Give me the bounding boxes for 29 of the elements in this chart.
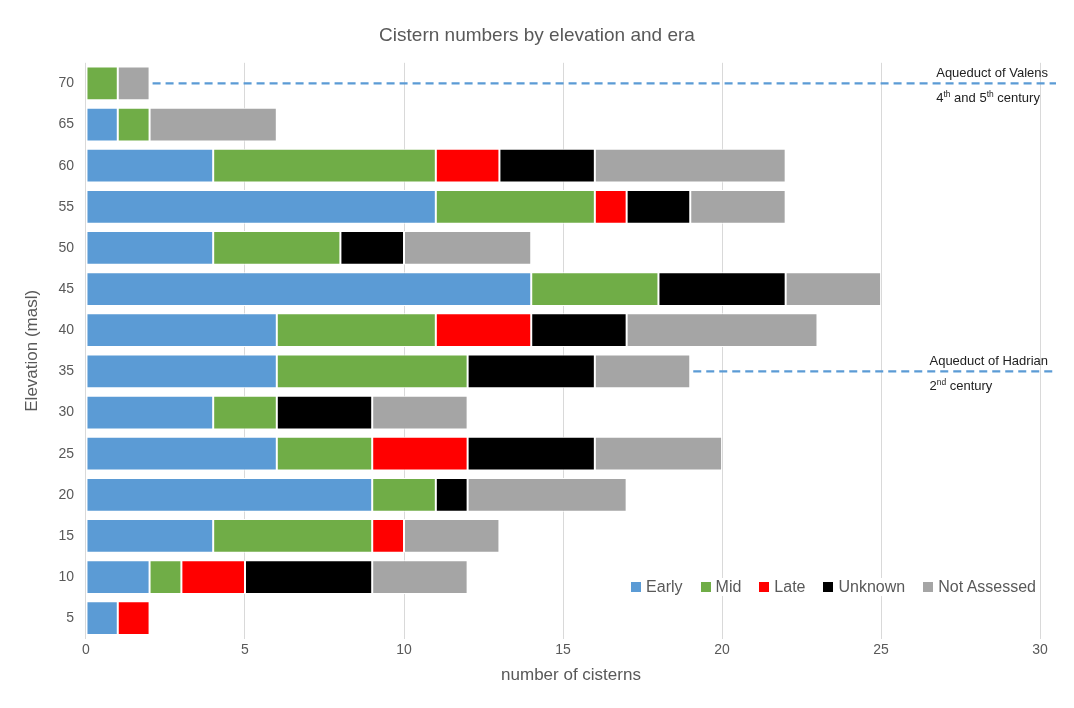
x-tick-label: 20 — [714, 641, 731, 658]
chart-title: Cistern numbers by elevation and era — [379, 23, 696, 45]
x-tick-label: 5 — [241, 641, 250, 658]
y-tick-label: 45 — [58, 279, 75, 296]
x-axis-title: number of cisterns — [501, 665, 641, 685]
y-tick-label: 50 — [58, 238, 75, 255]
y-tick-label: 30 — [58, 403, 75, 420]
x-tick-label: 0 — [82, 641, 91, 658]
x-tick-label: 30 — [1032, 641, 1049, 658]
legend-label: Late — [774, 578, 806, 596]
y-tick-label: 65 — [58, 115, 75, 132]
y-tick-label: 55 — [58, 197, 75, 214]
x-tick-label: 15 — [555, 641, 572, 658]
y-tick-label: 10 — [58, 567, 75, 584]
x-tick-label: 25 — [873, 641, 890, 658]
x-tick-label: 10 — [396, 641, 413, 658]
y-tick-label: 5 — [66, 609, 75, 626]
y-tick-label: 20 — [58, 485, 75, 502]
legend-label: Early — [646, 578, 683, 596]
y-tick-label: 40 — [58, 321, 75, 338]
y-tick-label: 15 — [58, 526, 75, 543]
legend-label: Unknown — [838, 578, 906, 596]
y-tick-label: 60 — [58, 156, 75, 173]
y-axis-title: Elevation (masl) — [21, 289, 41, 412]
legend-label: Not Assessed — [938, 578, 1036, 596]
legend-label: Mid — [715, 578, 742, 596]
y-tick-label: 70 — [58, 74, 75, 91]
y-tick-label: 25 — [58, 444, 75, 461]
y-tick-label: 35 — [58, 362, 75, 379]
